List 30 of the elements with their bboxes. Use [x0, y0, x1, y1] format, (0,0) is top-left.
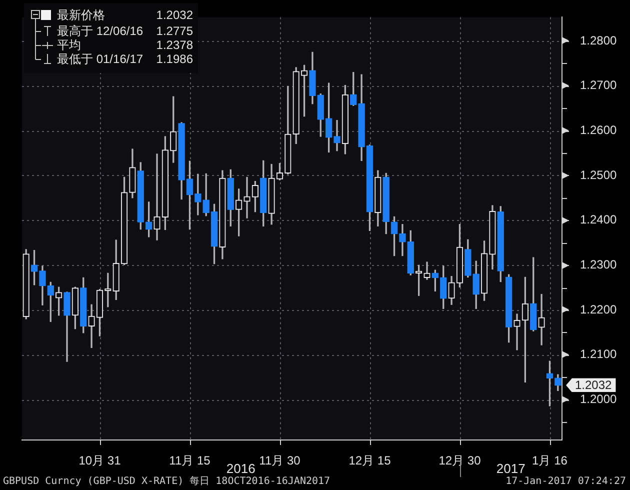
text: 2017 — [496, 461, 526, 476]
x-tick-label: 11月 15 — [169, 454, 211, 468]
y-tick-label: 1.2500 — [580, 168, 618, 182]
candlestick — [244, 176, 250, 218]
candlestick — [154, 154, 160, 240]
y-tick-label: 1.2600 — [580, 122, 618, 137]
text: 1.2032 — [575, 378, 612, 392]
text: 17-Jan-2017 07:24:27 — [506, 476, 626, 487]
annotation: 最低于 01/16/17 1.1986 — [57, 50, 193, 68]
y-tick-label: 1.2800 — [580, 33, 618, 48]
x-tick-label: 10月 31 — [78, 454, 122, 468]
annotation: 1.2032 — [156, 8, 193, 22]
candlestick — [424, 262, 430, 280]
y-tick-label: 1.2400 — [580, 212, 618, 227]
y-tick-label: 1.2000 — [580, 392, 618, 406]
x-tick-label: 11月 30 — [259, 454, 301, 468]
y-tick-label: 1.2100 — [580, 347, 618, 362]
text: 2016 — [226, 461, 256, 476]
candlestick — [538, 294, 545, 346]
text: GBPUSD Curncy (GBP-USD X-RATE) 每日 18OCT2016-16JAN2017 — [3, 476, 330, 487]
candlestick — [88, 304, 95, 348]
x-tick-label: 12月 15 — [348, 454, 392, 468]
y-tick-label: 1.2700 — [580, 78, 618, 92]
candlestick — [514, 314, 520, 350]
y-tick-label: 1.2300 — [580, 257, 618, 272]
text: 最新价格 — [57, 8, 105, 22]
x-tick-label: 1月 16 — [532, 454, 568, 468]
text: 平均 1.2378 — [57, 38, 193, 52]
y-tick-label: 1.2200 — [580, 302, 618, 316]
annotation: 最高于 12/06/16 1.2775 — [57, 22, 193, 39]
